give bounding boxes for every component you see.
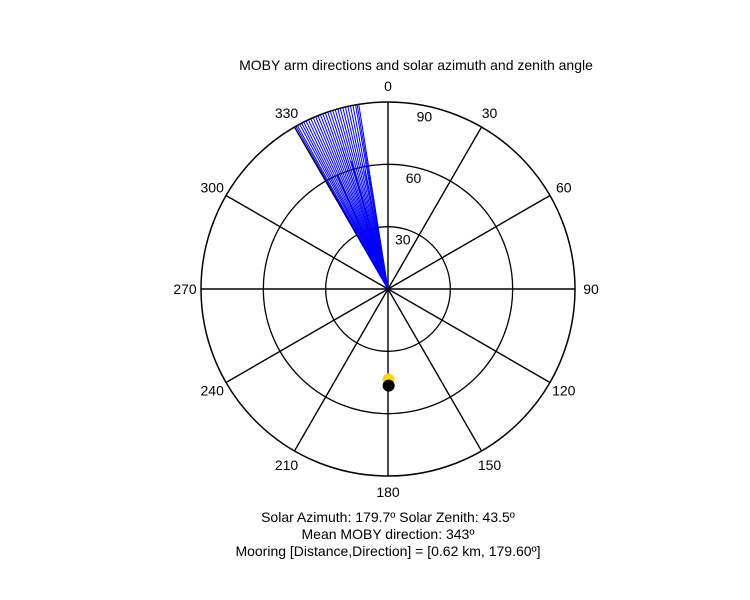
angle-tick-label: 330 (275, 105, 299, 121)
moby-arm-ray (358, 104, 389, 290)
angle-tick-label: 30 (482, 105, 498, 121)
moby-arm-ray (336, 174, 389, 290)
moby-arm-ray (364, 170, 389, 290)
solar-caption: Solar Azimuth: 179.7º Solar Zenith: 43.5… (261, 509, 515, 525)
angle-tick-label: 60 (556, 180, 572, 196)
moby-arm-ray (350, 161, 389, 290)
angle-tick-label: 120 (552, 383, 576, 399)
angle-tick-label: 270 (173, 281, 197, 297)
radial-tick-label: 90 (417, 109, 433, 125)
moby-arm-ray (341, 146, 389, 290)
radial-tick-label: 60 (406, 170, 422, 186)
angle-tick-label: 300 (201, 180, 225, 196)
angle-tick-label: 180 (376, 484, 400, 500)
angle-tick-label: 150 (478, 457, 502, 473)
chart-title: MOBY arm directions and solar azimuth an… (239, 57, 593, 73)
angle-tick-label: 0 (384, 78, 392, 94)
radial-tick-label: 30 (395, 231, 411, 247)
angle-tick-label: 240 (201, 383, 225, 399)
angle-tick-label: 210 (275, 457, 299, 473)
mooring-caption: Mooring [Distance,Direction] = [0.62 km,… (235, 543, 540, 559)
angle-tick-label: 90 (583, 281, 599, 297)
mooring-marker (382, 379, 395, 392)
moby-direction-caption: Mean MOBY direction: 343º (302, 526, 475, 542)
